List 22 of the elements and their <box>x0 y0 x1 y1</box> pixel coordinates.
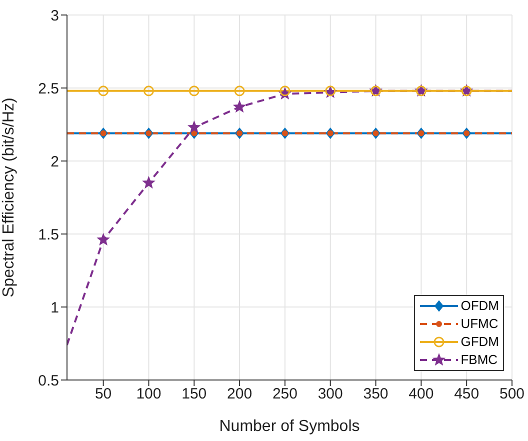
y-tick-label: 3 <box>50 7 59 24</box>
y-axis-title: Spectral Efficiency (bit/s/Hz) <box>0 98 18 298</box>
y-tick-label: 2 <box>50 153 59 170</box>
x-tick-label: 150 <box>182 386 207 403</box>
x-tick-label: 450 <box>454 386 480 403</box>
y-tick-label: 1 <box>50 299 59 316</box>
x-tick-label: 250 <box>272 386 298 403</box>
x-tick-label: 500 <box>499 386 525 403</box>
legend-label: UFMC <box>460 315 498 333</box>
y-tick-label: 0.5 <box>38 372 59 390</box>
legend-label: GFDM <box>460 333 499 351</box>
x-tick-label: 50 <box>94 386 112 403</box>
legend-label: FBMC <box>460 351 498 369</box>
x-tick-label: 200 <box>227 386 252 403</box>
x-tick-label: 350 <box>363 386 388 403</box>
x-tick-label: 300 <box>318 386 343 403</box>
x-tick-label: 100 <box>136 386 162 403</box>
legend-label: OFDM <box>460 297 499 315</box>
x-tick-label: 400 <box>408 386 434 403</box>
x-axis-title: Number of Symbols <box>219 418 360 435</box>
y-tick-label: 1.5 <box>38 226 59 244</box>
y-tick-label: 2.5 <box>38 80 59 98</box>
